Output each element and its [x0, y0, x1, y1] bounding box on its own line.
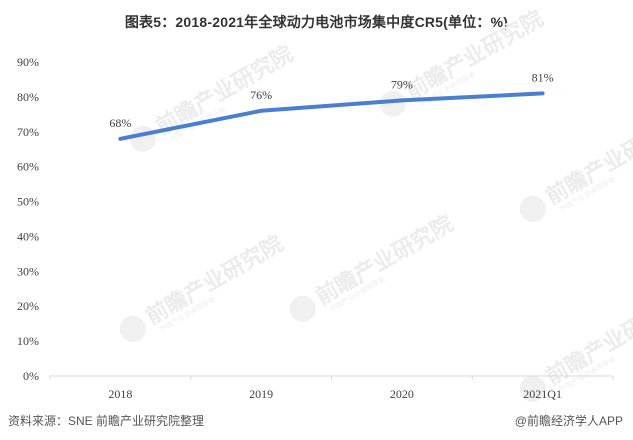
- x-tick-label: 2021Q1: [523, 387, 562, 401]
- y-tick-label: 10%: [17, 334, 39, 348]
- y-tick-label: 20%: [17, 299, 39, 313]
- y-tick-label: 30%: [17, 264, 39, 278]
- watermark-logo-icon: [519, 375, 546, 402]
- x-axis-ticks: 2018 2019 2020 2021Q1: [49, 376, 614, 401]
- y-tick-label: 80%: [17, 90, 39, 104]
- watermark-text: 前瞻产业研究院: [141, 231, 287, 331]
- x-tick-label: 2020: [390, 387, 414, 401]
- cr5-line: [118, 91, 545, 141]
- y-tick-label: 50%: [17, 195, 39, 209]
- y-tick-label: 0%: [23, 369, 39, 383]
- watermark-text: 前瞻产业研究院: [401, 6, 547, 106]
- x-tick-label: 2019: [249, 387, 273, 401]
- y-axis-ticks: 0% 10% 20% 30% 40% 50% 60% 70% 80% 90%: [17, 55, 39, 383]
- data-label: 81%: [532, 70, 554, 84]
- watermark-logo-icon: [519, 195, 546, 222]
- y-tick-label: 40%: [17, 229, 39, 243]
- data-labels: 68% 76% 79% 81%: [109, 70, 553, 129]
- data-label: 76%: [250, 88, 272, 102]
- data-label: 68%: [109, 116, 131, 130]
- watermark-text: 前瞻产业研究院: [311, 211, 457, 311]
- x-tick-label: 2018: [108, 387, 132, 401]
- watermark-logo-icon: [119, 315, 146, 342]
- watermark-group: 前瞻产业研究院中国产业咨询领导者前瞻产业研究院中国产业咨询领导者前瞻产业研究院中…: [119, 6, 633, 402]
- chart-title: 图表5：2018-2021年全球动力电池市场集中度CR5(单位：%): [124, 14, 509, 30]
- data-label: 79%: [391, 77, 413, 91]
- y-tick-label: 60%: [17, 160, 39, 174]
- watermark-text: 前瞻产业研究院: [151, 41, 297, 141]
- watermark-logo-icon: [289, 295, 316, 322]
- y-tick-label: 90%: [17, 55, 39, 69]
- source-note: 资料来源：SNE 前瞻产业研究院整理: [8, 414, 205, 428]
- brand-credit: @前瞻经济学人APP: [514, 414, 623, 428]
- y-tick-label: 70%: [17, 125, 39, 139]
- watermark-logo-icon: [379, 90, 406, 117]
